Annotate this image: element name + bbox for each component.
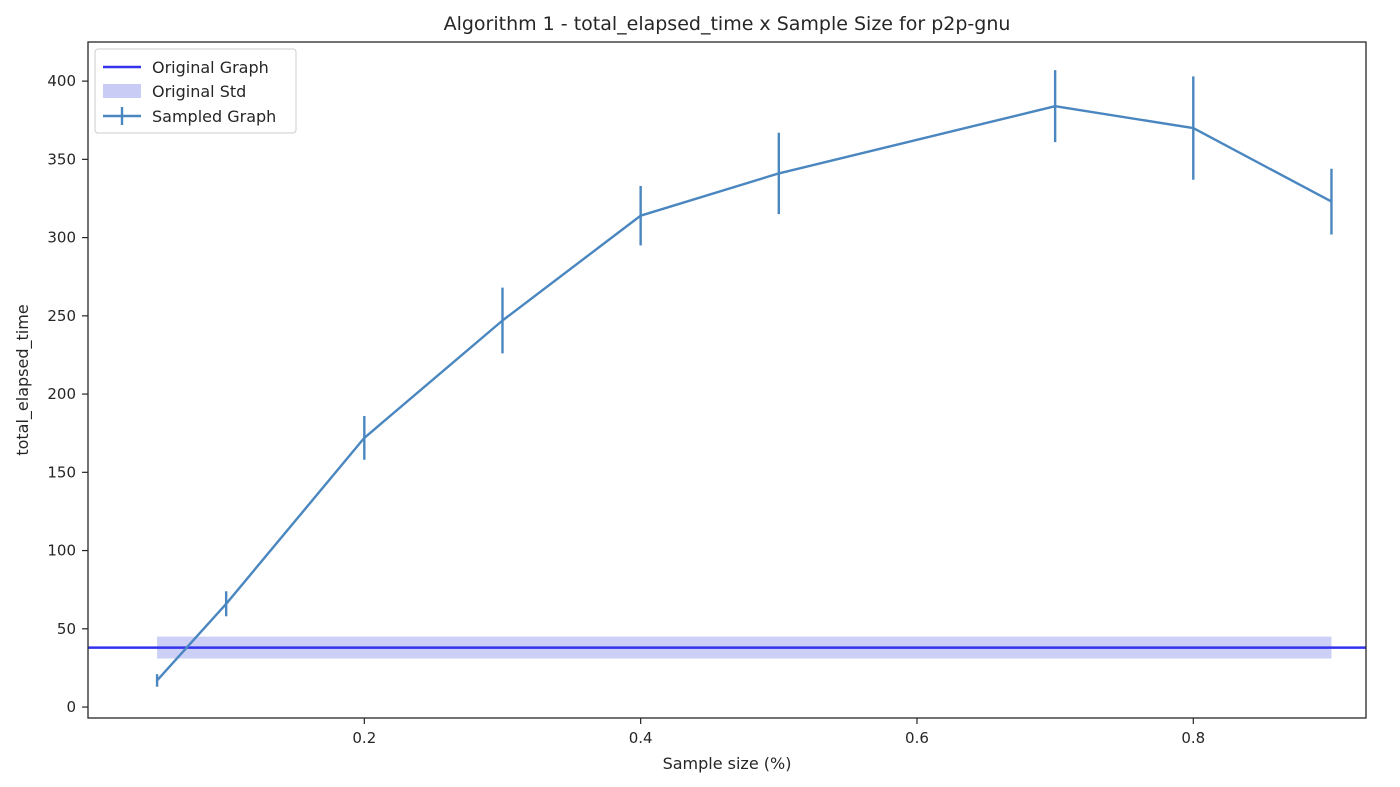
legend: Original Graph Original Std Sampled Grap… — [94, 48, 297, 134]
x-tick-label: 0.8 — [1181, 729, 1205, 747]
x-tick-label: 0.6 — [905, 729, 929, 747]
legend-label-original-graph: Original Graph — [152, 58, 269, 77]
x-tick-label: 0.4 — [629, 729, 653, 747]
y-tick-label: 250 — [47, 307, 76, 325]
legend-swatch-sampled-graph — [103, 107, 141, 125]
y-tick-label: 150 — [47, 463, 76, 481]
legend-label-original-std: Original Std — [152, 82, 246, 101]
y-tick-label: 100 — [47, 542, 76, 560]
legend-label-sampled-graph: Sampled Graph — [152, 107, 276, 126]
x-tick-label: 0.2 — [352, 729, 376, 747]
y-tick-label: 50 — [57, 620, 76, 638]
y-tick-label: 300 — [47, 229, 76, 247]
x-axis: 0.2 0.4 0.6 0.8 — [352, 718, 1205, 747]
y-tick-label: 400 — [47, 72, 76, 90]
legend-box — [94, 48, 297, 134]
chart-title: Algorithm 1 - total_elapsed_time x Sampl… — [444, 13, 1011, 35]
y-tick-label: 0 — [66, 698, 76, 716]
y-tick-label: 350 — [47, 150, 76, 168]
x-axis-label: Sample size (%) — [663, 754, 792, 773]
y-axis: 0 50 100 150 200 250 300 350 400 — [47, 72, 88, 716]
axes-frame — [87, 41, 1367, 719]
y-tick-label: 200 — [47, 385, 76, 403]
legend-swatch-original-std — [103, 84, 141, 98]
plot-area — [88, 70, 1366, 687]
sampled-graph-line — [156, 104, 1333, 682]
y-axis-label: total_elapsed_time — [13, 304, 33, 455]
